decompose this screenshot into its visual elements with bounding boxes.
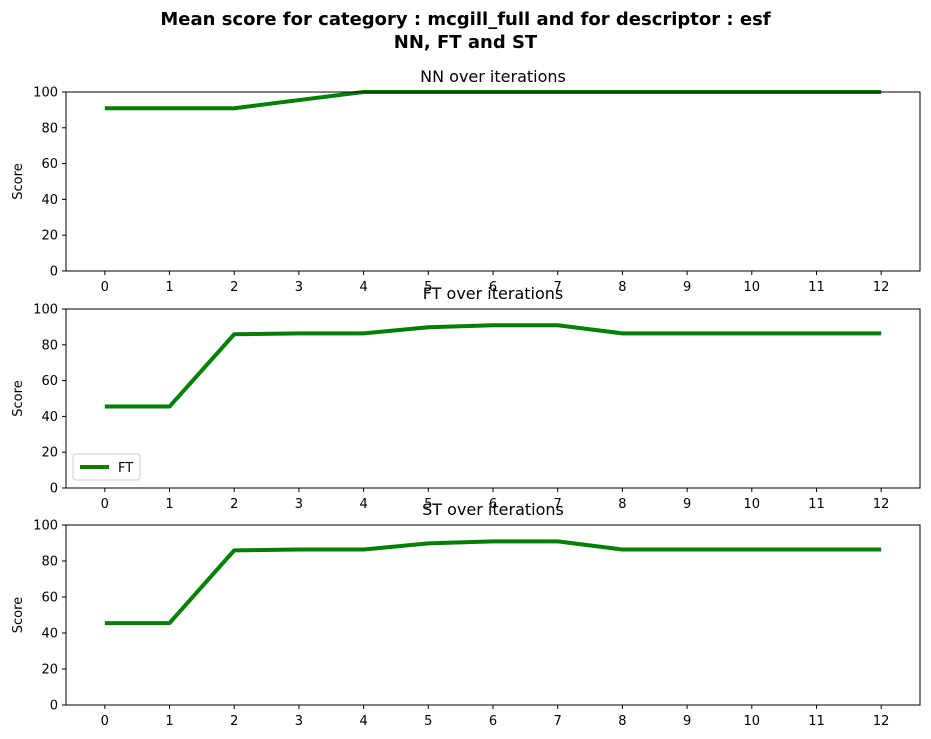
figure-title-line-2: NN, FT and ST [393,32,538,53]
subplot-title: FT over iterations [423,284,563,303]
x-tick-label: 2 [230,497,238,512]
y-tick-label: 40 [41,193,58,208]
x-tick-label: 7 [554,714,562,729]
x-tick-label: 11 [808,714,825,729]
y-axis-label: Score [11,380,26,416]
plot-frame [65,524,921,706]
x-tick-label: 7 [554,280,562,295]
series-line [104,90,882,111]
y-tick-label: 20 [41,229,58,244]
y-tick-label: 60 [41,591,58,606]
x-tick-label: 4 [359,280,367,295]
legend-label: FT [118,461,133,476]
x-tick-label: 11 [808,497,825,512]
x-tick-label: 12 [873,280,890,295]
x-tick-label: 9 [683,280,691,295]
x-tick-label: 2 [230,714,238,729]
x-tick-label: 5 [424,497,432,512]
x-tick-label: 4 [359,497,367,512]
y-tick-label: 60 [41,157,58,172]
figure-title-line-1: Mean score for category : mcgill_full an… [160,9,771,30]
y-tick-label: 0 [50,699,58,714]
subplot-title: ST over iterations [422,500,564,519]
y-tick-label: 0 [50,482,58,497]
x-tick-label: 10 [744,497,761,512]
x-tick-label: 0 [101,280,109,295]
x-tick-label: 6 [489,280,497,295]
y-tick-label: 20 [41,446,58,461]
y-tick-label: 80 [41,338,58,353]
x-tick-label: 6 [489,497,497,512]
x-tick-label: 7 [554,497,562,512]
x-tick-label: 10 [744,280,761,295]
x-tick-label: 6 [489,714,497,729]
x-tick-label: 11 [808,280,825,295]
x-tick-label: 3 [295,714,303,729]
x-tick-label: 8 [618,497,626,512]
x-tick-label: 3 [295,497,303,512]
plot-frame [65,91,921,272]
subplot-title: NN over iterations [420,67,566,86]
x-tick-label: 0 [101,714,109,729]
x-tick-label: 12 [873,497,890,512]
y-tick-label: 80 [41,121,58,136]
x-tick-label: 4 [359,714,367,729]
x-tick-label: 5 [424,714,432,729]
x-tick-label: 1 [165,497,173,512]
x-tick-label: 8 [618,280,626,295]
legend: FT [72,453,141,481]
x-tick-label: 0 [101,497,109,512]
x-tick-label: 9 [683,714,691,729]
x-tick-label: 12 [873,714,890,729]
y-tick-label: 100 [33,86,58,101]
y-axis-label: Score [11,597,26,633]
x-tick-label: 8 [618,714,626,729]
y-tick-label: 100 [33,519,58,534]
y-tick-label: 40 [41,410,58,425]
y-tick-label: 0 [50,265,58,280]
y-tick-label: 60 [41,374,58,389]
y-tick-label: 80 [41,555,58,570]
series-line [104,539,882,626]
x-tick-label: 5 [424,280,432,295]
x-tick-label: 1 [165,280,173,295]
x-tick-label: 10 [744,714,761,729]
x-tick-label: 9 [683,497,691,512]
y-tick-label: 100 [33,303,58,318]
x-tick-label: 2 [230,280,238,295]
x-tick-label: 1 [165,714,173,729]
series-line [104,323,882,409]
y-tick-label: 40 [41,627,58,642]
x-tick-label: 3 [295,280,303,295]
plot-frame [65,308,921,489]
y-axis-label: Score [11,163,26,199]
y-tick-label: 20 [41,663,58,678]
